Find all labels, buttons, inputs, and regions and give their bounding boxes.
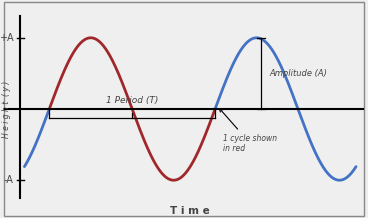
- Text: -A: -A: [4, 175, 14, 185]
- Text: +A: +A: [0, 33, 14, 43]
- Text: T i m e: T i m e: [170, 206, 210, 216]
- Text: 1 Period (T): 1 Period (T): [106, 96, 158, 106]
- Text: H e i g h t  ( y ): H e i g h t ( y ): [2, 80, 11, 138]
- Text: 1 cycle shown
in red: 1 cycle shown in red: [219, 109, 277, 153]
- Text: Amplitude (A): Amplitude (A): [269, 69, 327, 78]
